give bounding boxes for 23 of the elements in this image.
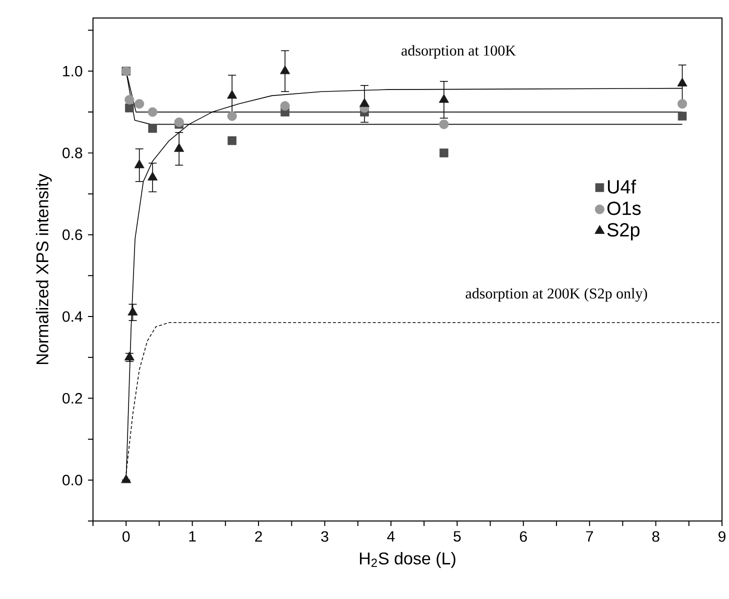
x-tick-label: 0 — [122, 531, 130, 542]
legend-label: O1s — [607, 202, 641, 216]
annotation: adsorption at 100K — [402, 45, 516, 59]
x-tick-label: 6 — [520, 531, 527, 542]
annotation: adsorption at 200K (S2p only) — [466, 288, 648, 302]
y-tick-label: 0.0 — [62, 474, 82, 486]
x-tick-label: 3 — [321, 531, 328, 542]
legend-label: S2p — [607, 223, 640, 240]
y-tick-label: 0.2 — [62, 393, 82, 404]
legend-label: U4f — [608, 180, 636, 194]
x-tick-label: 5 — [454, 531, 461, 542]
x-tick-label: 2 — [255, 531, 262, 542]
y-tick-label: 0.6 — [62, 229, 82, 240]
x-tick-label: 9 — [718, 531, 726, 542]
x-tick-label: 1 — [189, 531, 196, 542]
y-axis-title: Normalized XPS intensity — [36, 174, 52, 364]
y-tick-label: 0.8 — [62, 148, 82, 158]
x-axis-title: H$_{2}$S dose (L) — [360, 552, 456, 568]
y-tick-label: 1.0 — [63, 66, 82, 76]
x-tick-label: 4 — [387, 531, 395, 542]
x-tick-label: 8 — [652, 531, 660, 542]
x-tick-label: 7 — [586, 531, 594, 542]
y-tick-label: 0.4 — [62, 311, 82, 322]
